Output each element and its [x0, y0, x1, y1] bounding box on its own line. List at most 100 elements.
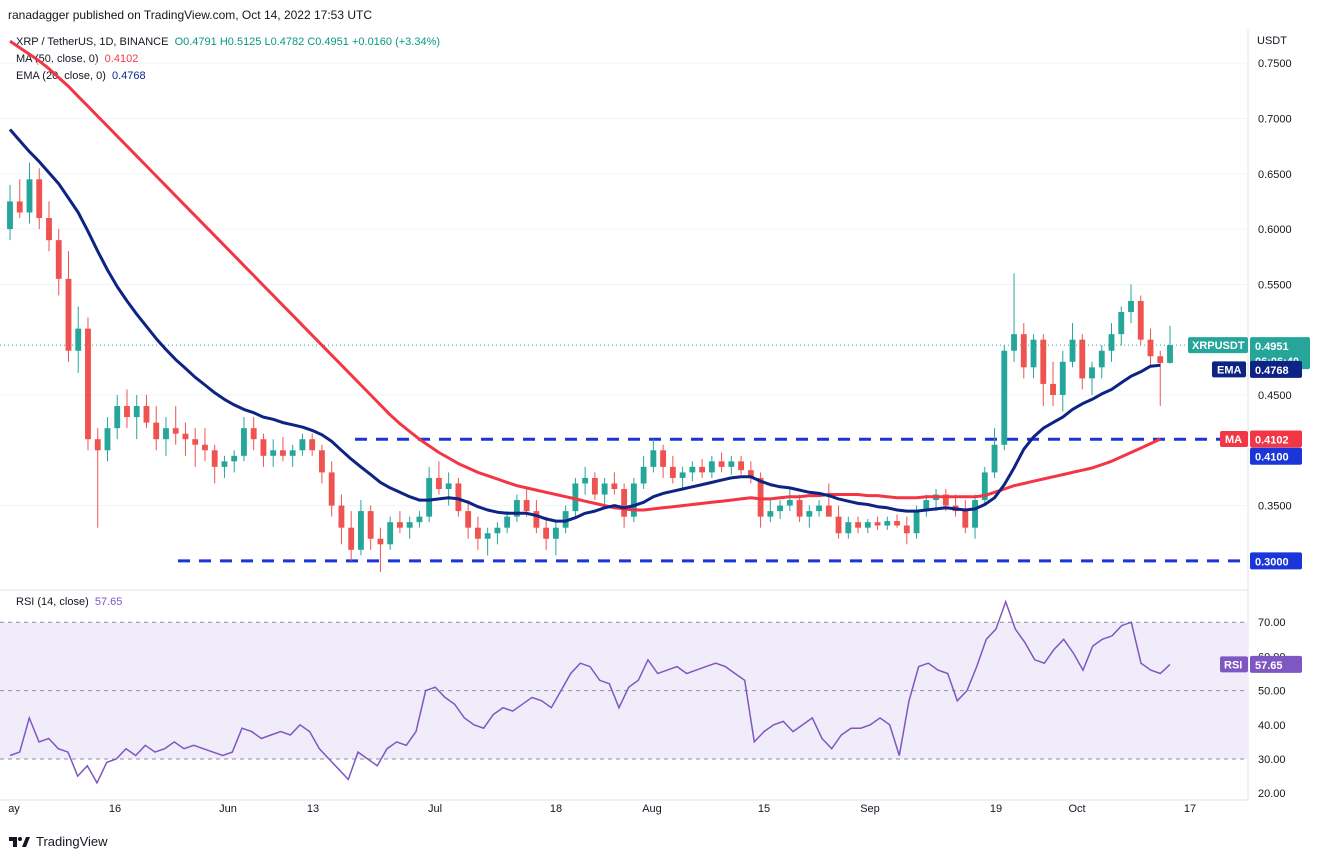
- candle-body: [445, 483, 452, 489]
- candle-body: [1128, 300, 1134, 313]
- candle-body: [1001, 350, 1008, 445]
- candle-body: [611, 483, 618, 489]
- candle-body: [124, 406, 130, 418]
- candle-body: [513, 500, 520, 517]
- candle-body: [679, 472, 686, 478]
- candle-body: [367, 511, 374, 539]
- candle-body: [231, 455, 238, 462]
- candle-body: [94, 439, 101, 451]
- rsi-tag-label: RSI: [1224, 659, 1242, 671]
- candle-body: [699, 466, 706, 473]
- high-value: H0.5125: [219, 36, 262, 48]
- rsi-tick-label: 50.00: [1258, 686, 1286, 698]
- candle-body: [104, 428, 111, 451]
- candle-body: [75, 328, 82, 351]
- rsi-legend-label: RSI (14, close): [16, 596, 89, 608]
- footer-brand[interactable]: TradingView: [8, 834, 108, 849]
- symbol-tag-bg: [1188, 337, 1248, 354]
- candle-body: [582, 477, 589, 484]
- rsi-tick-label: 30.00: [1258, 754, 1286, 766]
- candle-body: [816, 505, 822, 512]
- candle-body: [903, 525, 910, 534]
- candle-body: [874, 522, 881, 526]
- time-tick-label: Sep: [860, 803, 880, 815]
- candle-body: [221, 461, 228, 467]
- rsi-tag-text: 57.65: [1255, 660, 1283, 672]
- candle-body: [85, 328, 91, 440]
- publisher-line: ranadagger published on TradingView.com,…: [8, 8, 373, 22]
- level-tag-bg: [1250, 552, 1302, 570]
- candle-body: [835, 516, 842, 534]
- candle-body: [1050, 383, 1056, 395]
- candle-body: [825, 505, 832, 517]
- candle-body: [991, 444, 998, 473]
- candle-body: [543, 527, 550, 539]
- candle-body: [484, 533, 491, 539]
- candle-body: [708, 461, 715, 473]
- time-tick-label: 13: [307, 803, 319, 815]
- level-tag-text: 0.3000: [1255, 556, 1289, 568]
- rsi-tick-label: 40.00: [1258, 720, 1286, 732]
- candle-body: [328, 472, 335, 506]
- time-tick-label: 17: [1184, 803, 1196, 815]
- candle-body: [630, 483, 637, 517]
- price-tag-text: 0.4951: [1255, 341, 1289, 353]
- candle-body: [241, 428, 247, 456]
- ema-tag-label: EMA: [1217, 364, 1242, 376]
- rsi-tag-label-bg: [1220, 656, 1248, 673]
- rsi-line: [9, 599, 1171, 785]
- candle-body: [133, 406, 140, 418]
- candle-body: [65, 278, 72, 351]
- footer-brand-label: TradingView: [36, 834, 108, 849]
- candle-body: [552, 527, 559, 539]
- time-tick-label: Oct: [1068, 803, 1085, 815]
- ma-legend: MA (50, close, 0) 0.4102: [16, 53, 138, 65]
- candle-body: [494, 527, 501, 534]
- candle-body: [757, 477, 764, 517]
- rsi-legend: RSI (14, close) 57.65: [16, 596, 122, 608]
- level-tag-text: 0.4100: [1255, 452, 1289, 464]
- candle-body: [46, 218, 52, 241]
- time-tick-label: 15: [758, 803, 770, 815]
- candle-body: [884, 521, 891, 526]
- rsi-tick-label: 70.00: [1258, 617, 1286, 629]
- candle-body: [591, 477, 598, 495]
- price-tick-label: 0.6000: [1258, 224, 1292, 236]
- ema20-line: [8, 128, 1161, 523]
- ma-tag-text: 0.4102: [1255, 434, 1289, 446]
- ma-tag-label-bg: [1220, 430, 1248, 447]
- price-tick-label: 0.7000: [1258, 113, 1292, 125]
- rsi-tag-bg: [1250, 655, 1302, 673]
- candle-body: [26, 179, 33, 213]
- candle-body: [202, 444, 208, 451]
- candle-body: [387, 522, 394, 545]
- candle-body: [406, 522, 413, 528]
- candle-body: [1020, 334, 1027, 368]
- price-tick-label: 0.7500: [1258, 58, 1292, 70]
- candle-body: [1079, 339, 1086, 379]
- candle-body: [660, 450, 667, 467]
- candle-body: [533, 511, 540, 528]
- candle-body: [504, 516, 511, 528]
- candle-body: [7, 201, 13, 230]
- candle-body: [474, 527, 481, 539]
- price-unit-label: USDT: [1257, 35, 1287, 47]
- candle-body: [855, 522, 861, 528]
- candle-body: [1157, 356, 1164, 363]
- candle-body: [689, 466, 696, 473]
- change-value: +0.0160 (+3.34%): [351, 36, 441, 48]
- time-tick-label: ay: [8, 803, 20, 815]
- time-tick-label: 18: [550, 803, 562, 815]
- candle-body: [845, 522, 852, 534]
- ma-legend-label: MA (50, close, 0): [16, 53, 99, 65]
- ema-legend-value: 0.4768: [112, 70, 146, 82]
- candle-body: [114, 406, 121, 429]
- candle-body: [806, 511, 813, 517]
- candle-body: [923, 500, 930, 512]
- rsi-legend-value: 57.65: [94, 596, 123, 608]
- price-tick-label: 0.6500: [1258, 169, 1292, 181]
- candle-body: [1040, 339, 1047, 384]
- ma50-line: [9, 39, 1161, 512]
- rsi-tick-label: 20.00: [1258, 788, 1286, 800]
